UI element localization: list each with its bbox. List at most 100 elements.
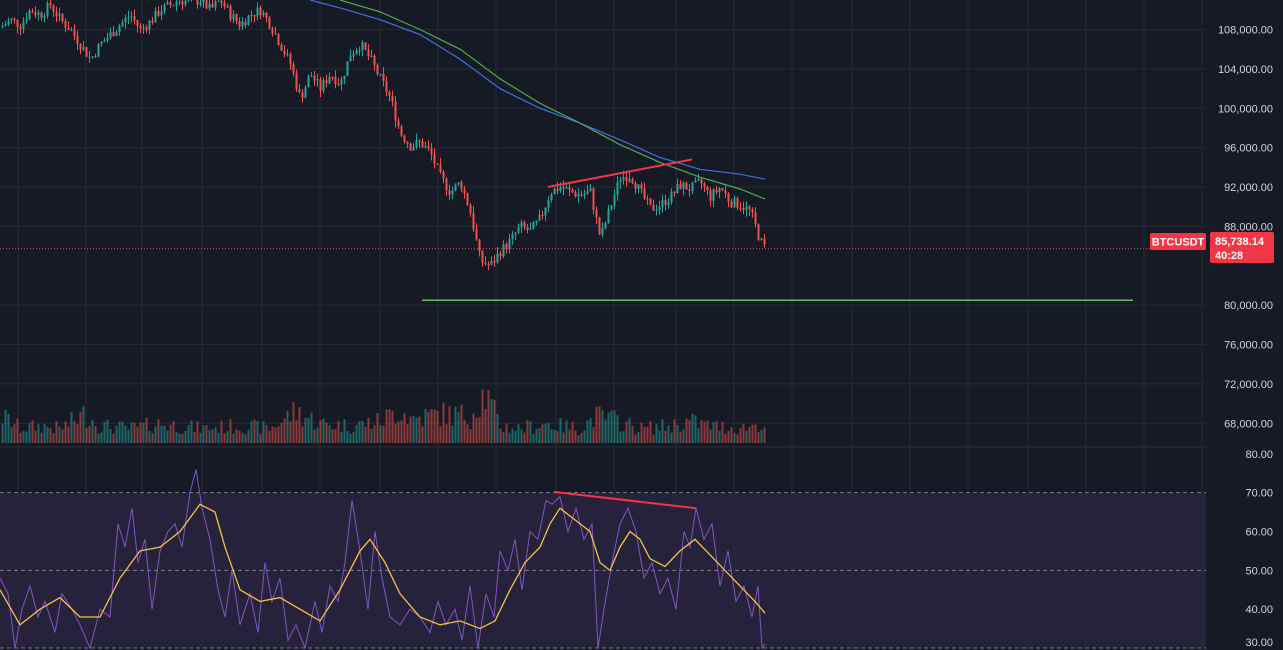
candle-body (223, 2, 226, 7)
candle-body (673, 191, 676, 194)
candle-body (52, 5, 55, 12)
candle-body (307, 76, 310, 88)
volume-bar (172, 420, 175, 443)
volume-bar (472, 413, 475, 443)
rsi-axis-tick-label: 70.00 (1245, 488, 1273, 500)
candle-body (442, 172, 445, 179)
candle-body (409, 143, 412, 151)
volume-bar (376, 412, 379, 443)
volume-bar (313, 429, 316, 443)
volume-bar (268, 430, 271, 443)
candle-body (529, 228, 532, 230)
candle-body (358, 50, 361, 52)
candle-body (538, 214, 541, 221)
volume-bar (271, 426, 274, 443)
rsi-axis-tick-label: 40.00 (1245, 604, 1273, 616)
candle-body (136, 20, 139, 26)
volume-bar (55, 421, 58, 443)
volume-bar (517, 424, 520, 443)
volume-bar (550, 428, 553, 443)
volume-bar (598, 406, 601, 443)
candle-body (229, 6, 232, 20)
candle-body (199, 2, 202, 5)
volume-bar (58, 426, 61, 443)
volume-bar (115, 425, 118, 443)
candle-body (40, 12, 43, 18)
candle-body (535, 220, 538, 223)
price-axis-tick-label: 96,000.00 (1224, 143, 1273, 155)
candle-body (448, 190, 451, 195)
volume-bar (547, 423, 550, 443)
volume-bar (169, 424, 172, 443)
candle-body (682, 182, 685, 189)
last-price-label: 85,738.14 (1215, 236, 1265, 248)
volume-bar (70, 412, 73, 443)
volume-bar (22, 431, 25, 443)
volume-bar (10, 427, 13, 443)
candle-body (61, 13, 64, 22)
candle-body (457, 182, 460, 185)
candle-body (235, 14, 238, 22)
rsi-ma-line (0, 503, 766, 630)
candle-body (568, 187, 571, 190)
candle-body (463, 189, 466, 194)
rsi-pane[interactable] (0, 469, 1206, 650)
volume-bar (691, 413, 694, 443)
candle-body (658, 206, 661, 210)
volume-bar (514, 430, 517, 443)
candle-body (343, 75, 346, 80)
rsi-divergence-line[interactable] (553, 490, 697, 510)
volume-bar (628, 417, 631, 443)
volume-bar (229, 419, 232, 443)
candle-body (73, 30, 76, 36)
candle-body (316, 79, 319, 81)
candle-body (709, 189, 712, 201)
rsi-axis-tick-label: 30.00 (1245, 637, 1273, 649)
candle-body (688, 189, 691, 192)
candle-body (148, 20, 151, 30)
resistance-trendline[interactable] (547, 158, 693, 189)
volume-bar (493, 400, 496, 443)
candle-body (67, 27, 70, 31)
candle-body (418, 140, 421, 142)
candle-body (553, 188, 556, 195)
candle-body (121, 22, 124, 27)
volume-bar (130, 422, 133, 443)
candle-body (4, 24, 7, 27)
volume-bar (391, 411, 394, 443)
candle-body (253, 15, 256, 17)
rsi-axis[interactable]: 80.00 70.00 60.00 50.00 40.00 30.00 (1245, 449, 1273, 649)
candle-body (283, 50, 286, 55)
volume-bar (736, 434, 739, 443)
price-pane[interactable] (0, 0, 1206, 443)
candle-body (259, 7, 262, 16)
candle-body (244, 21, 247, 26)
candle-body (205, 0, 208, 9)
candle-body (256, 7, 259, 17)
volume-bar (673, 419, 676, 443)
symbol-badge-label: BTCUSDT (1152, 237, 1205, 249)
volume-bar (760, 429, 763, 443)
volume-bar (637, 432, 640, 443)
candle-body (196, 0, 199, 5)
volume-bar (448, 406, 451, 443)
candle-body (337, 84, 340, 86)
volume-bar (358, 421, 361, 443)
volume-bar (190, 420, 193, 443)
price-axis[interactable]: 108,000.00 104,000.00 100,000.00 96,000.00 9… (1218, 25, 1273, 431)
candle-body (577, 194, 580, 197)
volume-bar (109, 428, 112, 443)
candle-body (181, 1, 184, 5)
price-axis-tick-label: 76,000.00 (1224, 340, 1273, 352)
volume-bar (337, 421, 340, 443)
volume-bar (412, 415, 415, 443)
price-axis-tick-label: 72,000.00 (1224, 379, 1273, 391)
candle-body (613, 195, 616, 206)
candle-body (592, 188, 595, 210)
candle-body (238, 21, 241, 27)
candle-body (460, 182, 463, 190)
candle-body (514, 233, 517, 235)
volume-bar (274, 427, 277, 443)
candle-body (733, 197, 736, 208)
